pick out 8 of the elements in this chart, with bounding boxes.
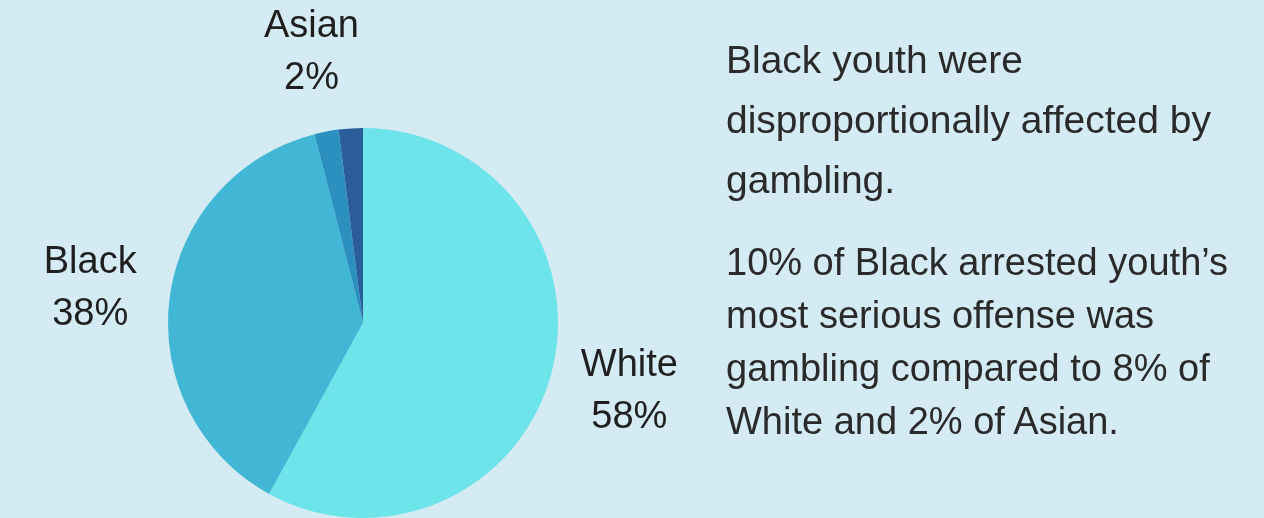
slice-label: White bbox=[580, 341, 678, 384]
data-label: 58% bbox=[591, 393, 668, 436]
slice-label: Asian bbox=[263, 3, 359, 46]
text: 10% of Black arrested youth’s most serious offense was gambling compared to 8% of White and 2% of Asian. bbox=[726, 240, 1229, 444]
slice-label: Black bbox=[43, 239, 138, 282]
data-label: 38% bbox=[52, 291, 129, 334]
text: Black youth were disproportionally affected by gambling. bbox=[726, 37, 1212, 203]
data-label: 2% bbox=[284, 55, 339, 98]
